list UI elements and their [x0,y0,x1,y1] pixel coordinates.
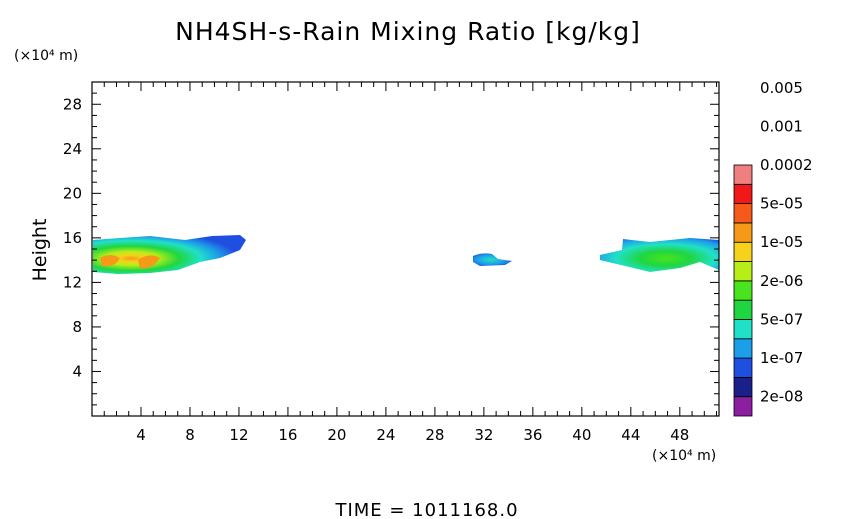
colorbar-cell [733,299,753,320]
x-tick-label: 48 [670,426,689,444]
colorbar-label: 2e-06 [760,272,803,290]
colorbar-cell [733,376,753,398]
chart-title: NH4SH-s-Rain Mixing Ratio [kg/kg] [175,17,641,46]
colorbar-label: 5e-05 [760,195,803,213]
colorbar-label: 5e-07 [760,310,803,328]
data-region [473,253,512,266]
x-tick-labels: 4 8 12 16 20 24 28 32 36 40 44 48 [136,426,689,444]
colorbar-cell [733,280,753,301]
x-tick-label: 36 [523,426,542,444]
colorbar-label: 2e-08 [760,388,803,406]
colorbar-cell [733,203,753,224]
colorbar [733,164,753,417]
y-tick-label: 16 [63,229,82,247]
data-region [100,255,120,267]
colorbar-label: 0.005 [760,79,803,97]
x-unit-label: (×10⁴ m) [652,448,716,464]
x-tick-label: 4 [136,426,146,444]
data-region [138,255,160,269]
colorbar-label: 0.0002 [760,156,813,174]
x-tick-label: 44 [621,426,640,444]
data-region [93,235,246,274]
y-tick-label: 4 [72,362,82,380]
x-tick-label: 12 [229,426,248,444]
colorbar-cell [733,319,753,340]
y-tick-labels: 4 8 12 16 20 24 28 [63,95,82,380]
colorbar-cell [733,396,753,417]
x-tick-label: 8 [185,426,195,444]
axis-ticks [92,82,719,416]
colorbar-label: 0.001 [760,117,803,135]
colorbar-cell [733,241,753,262]
x-tick-label: 24 [376,426,395,444]
colorbar-cell [733,338,753,359]
x-tick-label: 40 [572,426,591,444]
y-tick-label: 12 [63,273,82,291]
y-tick-label: 20 [63,184,82,202]
colorbar-cell [733,357,753,378]
colorbar-cell [733,261,753,282]
data-region [600,238,719,272]
x-tick-label: 20 [327,426,346,444]
x-tick-label: 32 [474,426,493,444]
colorbar-cell [733,222,753,243]
y-unit-label: (×10⁴ m) [14,48,78,64]
colorbar-labels: 2e-08 1e-07 5e-07 2e-06 1e-05 5e-05 0.0002 0.00… [760,79,813,406]
y-tick-label: 28 [63,95,82,113]
data-regions [93,235,719,274]
x-tick-label: 28 [425,426,444,444]
y-axis-title: Height [29,219,51,282]
x-tick-label: 16 [278,426,297,444]
colorbar-label: 1e-05 [760,233,803,251]
time-footer: TIME = 1011168.0 [334,500,518,519]
y-tick-label: 8 [72,318,82,336]
y-tick-label: 24 [63,140,82,158]
colorbar-label: 1e-07 [760,349,803,367]
colorbar-cell [733,164,753,185]
colorbar-cell [733,183,753,205]
